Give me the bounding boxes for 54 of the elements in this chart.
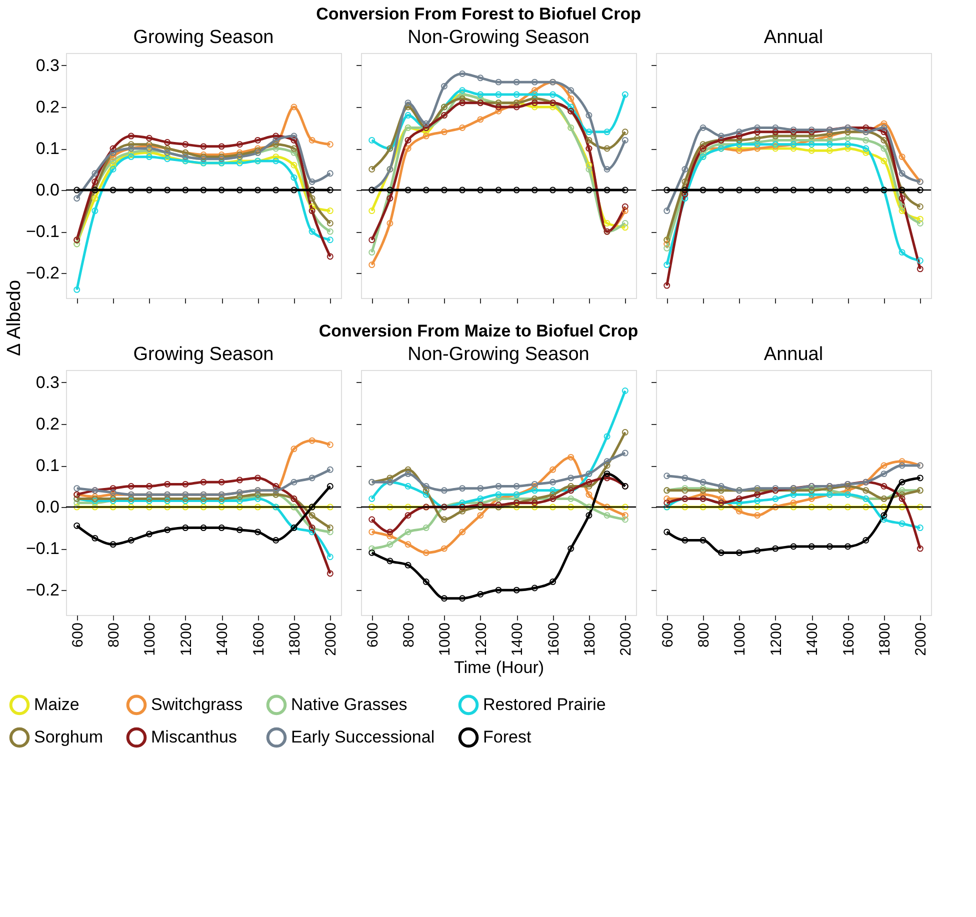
chart-title: Non-Growing Season	[408, 27, 590, 48]
legend-label: Miscanthus	[151, 728, 237, 746]
x-tick-label: 1000	[732, 622, 749, 656]
x-tick-label: 1000	[142, 622, 159, 656]
legend-label: Restored Prairie	[483, 694, 606, 714]
legend-label: Sorghum	[34, 728, 103, 746]
x-tick-label: 2000	[322, 622, 340, 656]
x-tick-label: 1800	[581, 622, 598, 656]
legend-label: Native Grasses	[291, 694, 408, 714]
x-tick-label: 1600	[250, 622, 268, 656]
x-tick-label: 1200	[472, 622, 490, 656]
x-tick-label: 1400	[509, 622, 526, 656]
x-tick-label: 1600	[545, 622, 562, 656]
y-tick-label: −0.1	[26, 539, 60, 558]
x-tick-label: 1000	[436, 622, 454, 656]
chart-title: Non-Growing Season	[408, 344, 590, 365]
x-axis-title: Time (Hour)	[454, 658, 544, 677]
x-tick-label: 600	[659, 622, 676, 648]
y-tick-label: 0.3	[36, 372, 60, 392]
legend-label: Maize	[34, 694, 80, 714]
y-axis-title: Δ Albedo	[4, 280, 25, 356]
y-tick-label: 0.2	[36, 97, 60, 116]
y-tick-label: −0.2	[26, 580, 60, 600]
chart-title: Growing Season	[133, 344, 274, 365]
x-tick-label: 1400	[804, 622, 822, 656]
y-tick-label: 0.3	[36, 56, 60, 75]
y-tick-label: −0.2	[26, 264, 60, 283]
x-tick-label: 2000	[618, 622, 635, 656]
x-tick-label: 800	[400, 622, 418, 648]
text: Conversion From Maize to Biofuel Crop	[318, 322, 638, 340]
x-tick-label: 1800	[876, 622, 894, 656]
chart-title: Annual	[764, 27, 824, 48]
x-tick-label: 1200	[768, 622, 785, 656]
y-tick-label: 0.1	[36, 456, 60, 476]
x-tick-label: 600	[69, 622, 86, 648]
x-tick-label: 1800	[286, 622, 304, 656]
y-tick-label: 0.0	[36, 180, 60, 200]
legend-label: Forest	[483, 728, 532, 746]
y-tick-label: 0.2	[36, 414, 60, 434]
x-tick-label: 2000	[912, 622, 930, 656]
chart-title: Growing Season	[133, 27, 274, 48]
chart-title: Annual	[764, 344, 824, 365]
x-tick-label: 1400	[214, 622, 232, 656]
text: Conversion From Forest to Biofuel Crop	[316, 4, 641, 24]
x-tick-label: 800	[696, 622, 713, 648]
y-tick-label: 0.1	[36, 139, 60, 158]
x-tick-label: 1200	[178, 622, 195, 656]
x-tick-label: 1600	[840, 622, 858, 656]
x-tick-label: 800	[106, 622, 123, 648]
y-tick-label: 0.0	[36, 498, 60, 517]
y-tick-label: −0.1	[26, 222, 60, 242]
legend-label: Early Successional	[291, 728, 435, 746]
x-tick-label: 600	[364, 622, 382, 648]
legend-label: Switchgrass	[151, 694, 243, 714]
